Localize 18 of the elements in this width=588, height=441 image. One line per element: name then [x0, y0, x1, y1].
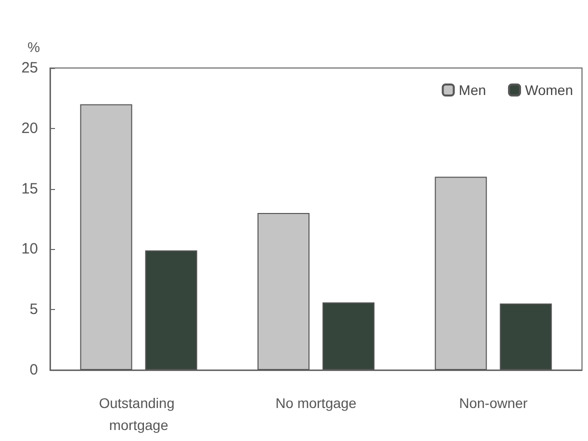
bar [322, 302, 374, 370]
y-axis-title: % [28, 39, 40, 55]
y-tick-label: 20 [21, 120, 38, 137]
bar [145, 250, 198, 370]
x-tick-label: Outstanding mortgage [98, 395, 178, 433]
y-tick-label: 10 [21, 240, 38, 258]
y-tick-label: 5 [30, 301, 38, 318]
legend-label: Women [525, 82, 574, 98]
bar [80, 104, 132, 370]
bar [258, 212, 310, 370]
legend-label: Men [458, 82, 486, 98]
x-tick-label: No mortgage [276, 395, 357, 411]
y-tick-label: 0 [30, 362, 38, 378]
y-tick-label: 25 [21, 60, 38, 76]
x-tick-label: Non-owner [459, 395, 528, 411]
bar [434, 176, 487, 370]
y-tick-label: 15 [21, 180, 38, 198]
bar [500, 304, 552, 370]
